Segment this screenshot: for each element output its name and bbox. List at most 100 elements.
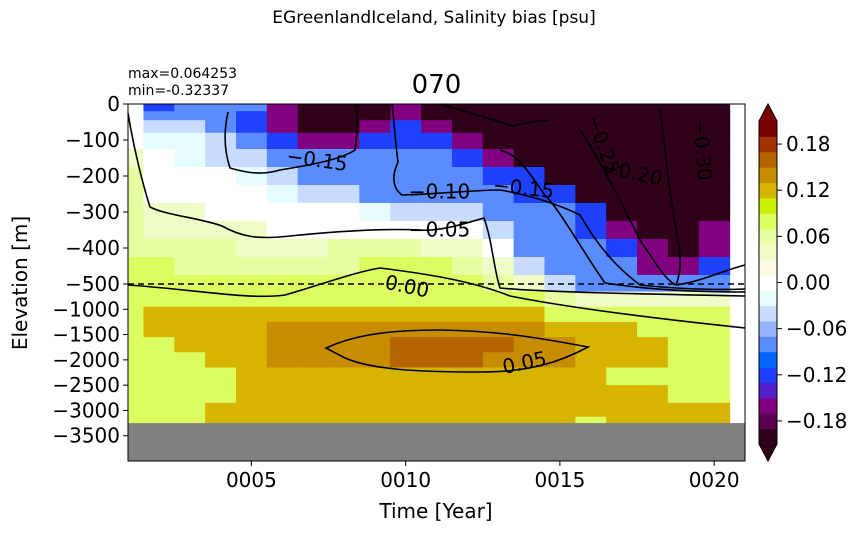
heatmap-cell: [451, 111, 484, 121]
heatmap-cell: [328, 402, 360, 418]
heatmap-cell: [205, 120, 237, 134]
heatmap-cell: [421, 291, 453, 308]
subplot-title: 070: [411, 70, 462, 100]
heatmap-cell: [128, 337, 145, 353]
heatmap-cell: [575, 352, 607, 369]
heatmap-cell: [328, 185, 360, 204]
heatmap-cell: [297, 402, 330, 418]
heatmap-cell: [297, 337, 330, 353]
heatmap-cell: [235, 385, 268, 404]
heatmap-cell: [205, 291, 237, 308]
contour-line: [391, 103, 746, 291]
colorbar-tick-label: 0.12: [786, 178, 831, 202]
heatmap-cell: [606, 416, 638, 424]
colorbar-segment: [759, 336, 777, 353]
heatmap-cell: [421, 306, 453, 323]
contour-label: −0.10: [409, 179, 470, 203]
heatmap-cell: [128, 203, 145, 222]
heatmap-cell: [513, 203, 546, 222]
heatmap-cell: [235, 104, 268, 112]
colorbar-segment: [759, 136, 777, 153]
heatmap-cell: [698, 239, 731, 258]
heatmap-cell: [266, 352, 299, 369]
heatmap-cell: [359, 120, 391, 134]
heatmap-cell: [544, 385, 576, 404]
heatmap-cell: [575, 203, 607, 222]
colorbar-segment: [759, 382, 777, 399]
heatmap-cell: [606, 239, 638, 258]
heatmap-cell: [359, 185, 391, 204]
heatmap-cell: [544, 257, 576, 276]
heatmap-cell: [667, 385, 700, 404]
colorbar-segment: [759, 259, 777, 276]
x-tick-label: 0015: [534, 468, 585, 492]
heatmap-cell: [544, 306, 576, 323]
heatmap-cell: [235, 352, 268, 369]
heatmap-cell: [637, 132, 669, 150]
heatmap-cell: [606, 385, 638, 404]
heatmap-cell: [451, 352, 484, 369]
heatmap-cell: [637, 185, 669, 204]
heatmap-cell: [698, 257, 731, 276]
heatmap-cell: [451, 337, 484, 353]
heatmap-cell: [143, 203, 175, 222]
colorbar-tick-label: −0.06: [786, 317, 847, 341]
heatmap-cell: [143, 111, 175, 121]
heatmap-cell: [606, 321, 638, 338]
heatmap-cell: [128, 321, 145, 338]
heatmap-cell: [266, 239, 299, 258]
y-tick-label: −300: [65, 200, 120, 224]
heatmap-cell: [544, 120, 576, 134]
heatmap-cell: [205, 111, 237, 121]
heatmap-cell: [544, 149, 576, 168]
heatmap-cell: [297, 104, 330, 112]
heatmap-cell: [359, 385, 391, 404]
heatmap-cell: [513, 167, 546, 186]
heatmap-cell: [390, 402, 422, 418]
heatmap-cell: [544, 132, 576, 150]
heatmap-cell: [698, 132, 731, 150]
heatmap-cell: [667, 352, 700, 369]
heatmap-cell: [143, 337, 175, 353]
heatmap-cell: [174, 111, 206, 121]
colorbar-segment: [759, 367, 777, 383]
heatmap-cell: [575, 416, 607, 424]
heatmap-cell: [421, 257, 453, 276]
heatmap-cell: [637, 120, 669, 134]
heatmap-cell: [128, 257, 145, 276]
axes-frame: [127, 103, 746, 462]
heatmap-cell: [544, 239, 576, 258]
colorbar-segment: [759, 182, 777, 199]
colorbar-segment: [759, 151, 777, 168]
heatmap-cell: [451, 402, 484, 418]
heatmap-cell: [174, 291, 206, 308]
heatmap-cell: [544, 321, 576, 338]
heatmap-cell: [667, 367, 700, 386]
heatmap-cell: [421, 275, 453, 293]
heatmap-cell: [575, 385, 607, 404]
heatmap-cell: [421, 221, 453, 240]
heatmap-cell: [513, 221, 546, 240]
heatmap-cell: [359, 203, 391, 222]
heatmap-cell: [143, 104, 175, 112]
heatmap-cell: [575, 402, 607, 418]
heatmap-cell: [667, 257, 700, 276]
heatmap-cell: [482, 239, 515, 258]
colorbar-segment: [759, 213, 777, 230]
heatmap-cell: [143, 402, 175, 418]
y-tick-label: −500: [65, 272, 120, 296]
heatmap-cell: [451, 167, 484, 186]
contour-line: [127, 112, 746, 297]
heatmap-cell: [637, 367, 669, 386]
heatmap-cell: [606, 120, 638, 134]
heatmap-cell: [328, 321, 360, 338]
heatmap-cell: [174, 402, 206, 418]
heatmap-cell: [667, 221, 700, 240]
stats-readout: max=0.064253 min=-0.32337: [128, 66, 237, 100]
heatmap-cell: [421, 185, 453, 204]
heatmap-cell: [128, 221, 145, 240]
heatmap-cell: [575, 257, 607, 276]
heatmap-cell: [205, 352, 237, 369]
heatmap-cell: [421, 120, 453, 134]
